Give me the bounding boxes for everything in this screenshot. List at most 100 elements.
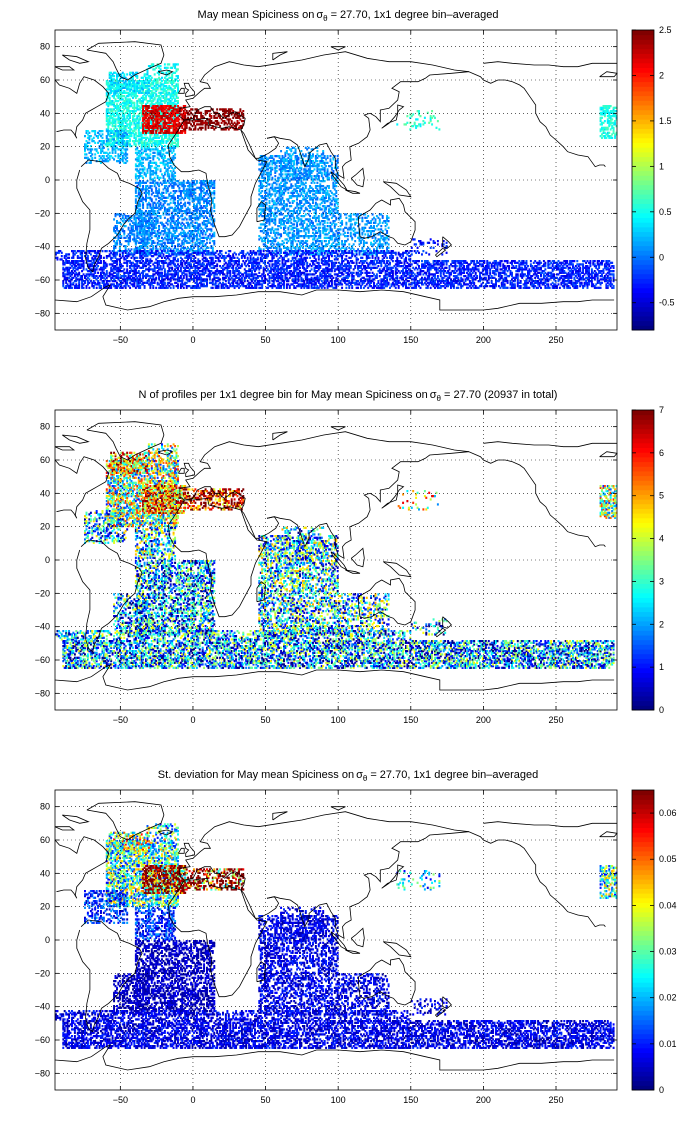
heatmap-cell [153,133,156,136]
heatmap-cell [152,248,155,251]
heatmap-cell [259,158,262,161]
heatmap-cell [281,166,284,169]
heatmap-cell [204,220,207,223]
heatmap-cell [150,110,153,113]
heatmap-cell [288,236,291,239]
heatmap-cell [143,168,146,171]
heatmap-cell [155,136,158,139]
heatmap-cell [156,193,159,196]
heatmap-cell [262,176,265,179]
heatmap-cell [153,128,156,131]
heatmap-cell [280,181,283,184]
heatmap-cell [136,140,139,143]
heatmap-cell [158,150,161,153]
heatmap-cell [204,243,207,246]
heatmap-cell [159,123,162,126]
heatmap-cell [261,205,264,208]
heatmap-cell [175,208,178,211]
heatmap-cell [140,156,143,159]
heatmap-cell [166,223,169,226]
heatmap-cell [280,203,283,206]
heatmap-cell [132,73,134,76]
heatmap-cell [156,130,159,133]
heatmap-cell [303,198,306,201]
heatmap-cell [175,118,178,121]
heatmap-cell [153,201,156,204]
heatmap-cell [136,186,139,189]
heatmap-cell [108,75,111,78]
heatmap-cell [210,183,213,186]
heatmap-cell [108,98,111,101]
heatmap-cell [191,230,194,233]
heatmap-cell [178,131,181,134]
heatmap-cell [283,200,285,203]
heatmap-cell [287,160,290,163]
heatmap-cell [142,145,145,148]
heatmap-cell [174,145,177,148]
heatmap-cell [129,121,132,124]
heatmap-cell [175,103,178,106]
heatmap-cell [124,96,127,99]
heatmap-cell [110,113,113,116]
heatmap-cell [210,193,213,196]
heatmap-cell [137,215,140,218]
heatmap-cell [204,126,207,129]
heatmap-cell [146,170,149,173]
heatmap-cell [123,81,126,84]
heatmap-cell [201,183,204,186]
heatmap-cell [130,86,133,89]
heatmap-cell [146,120,149,123]
heatmap-cell [118,131,121,134]
heatmap-cell [206,251,208,254]
heatmap-cell [118,136,121,139]
heatmap-cell [201,243,204,246]
heatmap-cell [175,126,178,129]
heatmap-cell [102,160,105,163]
heatmap-cell [161,243,163,246]
heatmap-cell [162,110,165,113]
heatmap-cell [174,106,177,109]
heatmap-cell [169,133,172,136]
heatmap-cell [187,188,190,191]
heatmap-cell [198,195,201,198]
heatmap-cell [149,175,152,178]
heatmap-cell [146,73,149,76]
heatmap-cell [172,200,175,203]
heatmap-cell [201,206,204,209]
heatmap-cell [120,140,123,143]
heatmap-cell [140,218,143,221]
heatmap-cell [288,196,291,199]
heatmap-cell [146,243,149,246]
heatmap-cell [85,153,88,156]
heatmap-cell [203,245,206,248]
heatmap-cell [172,195,175,198]
heatmap-cell [288,225,291,228]
heatmap-cell [150,173,153,176]
heatmap-cell [140,188,143,191]
heatmap-cell [150,200,153,203]
heatmap-cell [137,98,140,101]
heatmap-cell [290,215,293,218]
heatmap-cell [124,143,127,146]
heatmap-cell [175,145,178,148]
heatmap-cell [121,160,124,163]
heatmap-cell [113,85,116,88]
heatmap-cell [113,135,116,138]
heatmap-cell [146,81,149,84]
heatmap-cell [168,88,171,91]
heatmap-cell [172,208,175,211]
heatmap-cell [136,231,139,234]
heatmap-cell [136,125,139,128]
heatmap-cell [280,191,283,194]
heatmap-cell [171,95,174,98]
heatmap-cell [137,190,140,193]
heatmap-cell [158,243,161,246]
heatmap-cell [114,215,117,218]
heatmap-cell [163,76,166,79]
heatmap-cell [117,238,120,241]
heatmap-cell [267,193,269,196]
heatmap-cell [195,211,198,214]
heatmap-cell [169,76,172,79]
heatmap-cell [300,218,303,221]
heatmap-cell [296,210,299,213]
